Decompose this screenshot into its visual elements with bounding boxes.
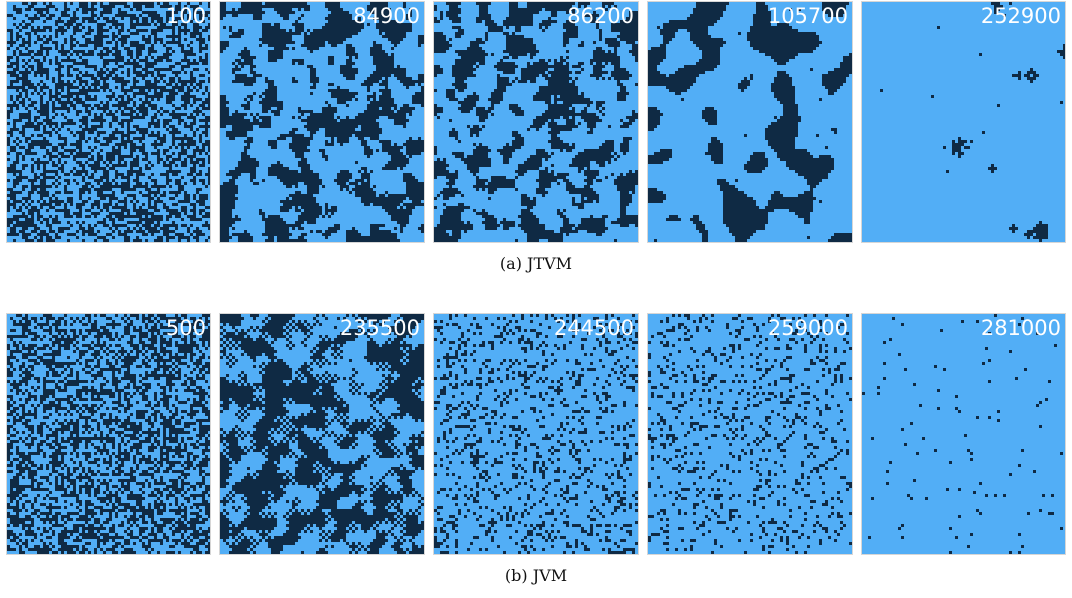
grid-canvas <box>220 2 424 242</box>
grid-canvas <box>220 314 424 554</box>
panel-b-4: 259000 <box>648 314 852 554</box>
panel-step-label: 84900 <box>353 4 420 28</box>
panel-step-label: 281000 <box>980 316 1061 340</box>
grid-canvas <box>434 2 638 242</box>
panel-a-1: 100 <box>7 2 210 242</box>
panel-b-2: 235500 <box>220 314 424 554</box>
panel-b-1: 500 <box>7 314 210 554</box>
panel-step-label: 259000 <box>767 316 848 340</box>
grid-canvas <box>648 2 852 242</box>
panel-step-label: 500 <box>165 316 206 340</box>
panel-step-label: 252900 <box>980 4 1061 28</box>
grid-canvas <box>434 314 638 554</box>
panel-a-2: 84900 <box>220 2 424 242</box>
panel-b-3: 244500 <box>434 314 638 554</box>
panel-a-5: 252900 <box>862 2 1065 242</box>
panel-b-5: 281000 <box>862 314 1065 554</box>
panel-step-label: 244500 <box>553 316 634 340</box>
caption-a: (a) JTVM <box>499 254 573 273</box>
panel-step-label: 235500 <box>339 316 420 340</box>
panel-step-label: 86200 <box>567 4 634 28</box>
grid-canvas <box>862 2 1065 242</box>
panel-a-3: 86200 <box>434 2 638 242</box>
grid-canvas <box>7 2 210 242</box>
grid-canvas <box>7 314 210 554</box>
grid-canvas <box>648 314 852 554</box>
panel-step-label: 100 <box>165 4 206 28</box>
panel-step-label: 105700 <box>767 4 848 28</box>
caption-b: (b) JVM <box>504 566 568 585</box>
grid-canvas <box>862 314 1065 554</box>
panel-a-4: 105700 <box>648 2 852 242</box>
